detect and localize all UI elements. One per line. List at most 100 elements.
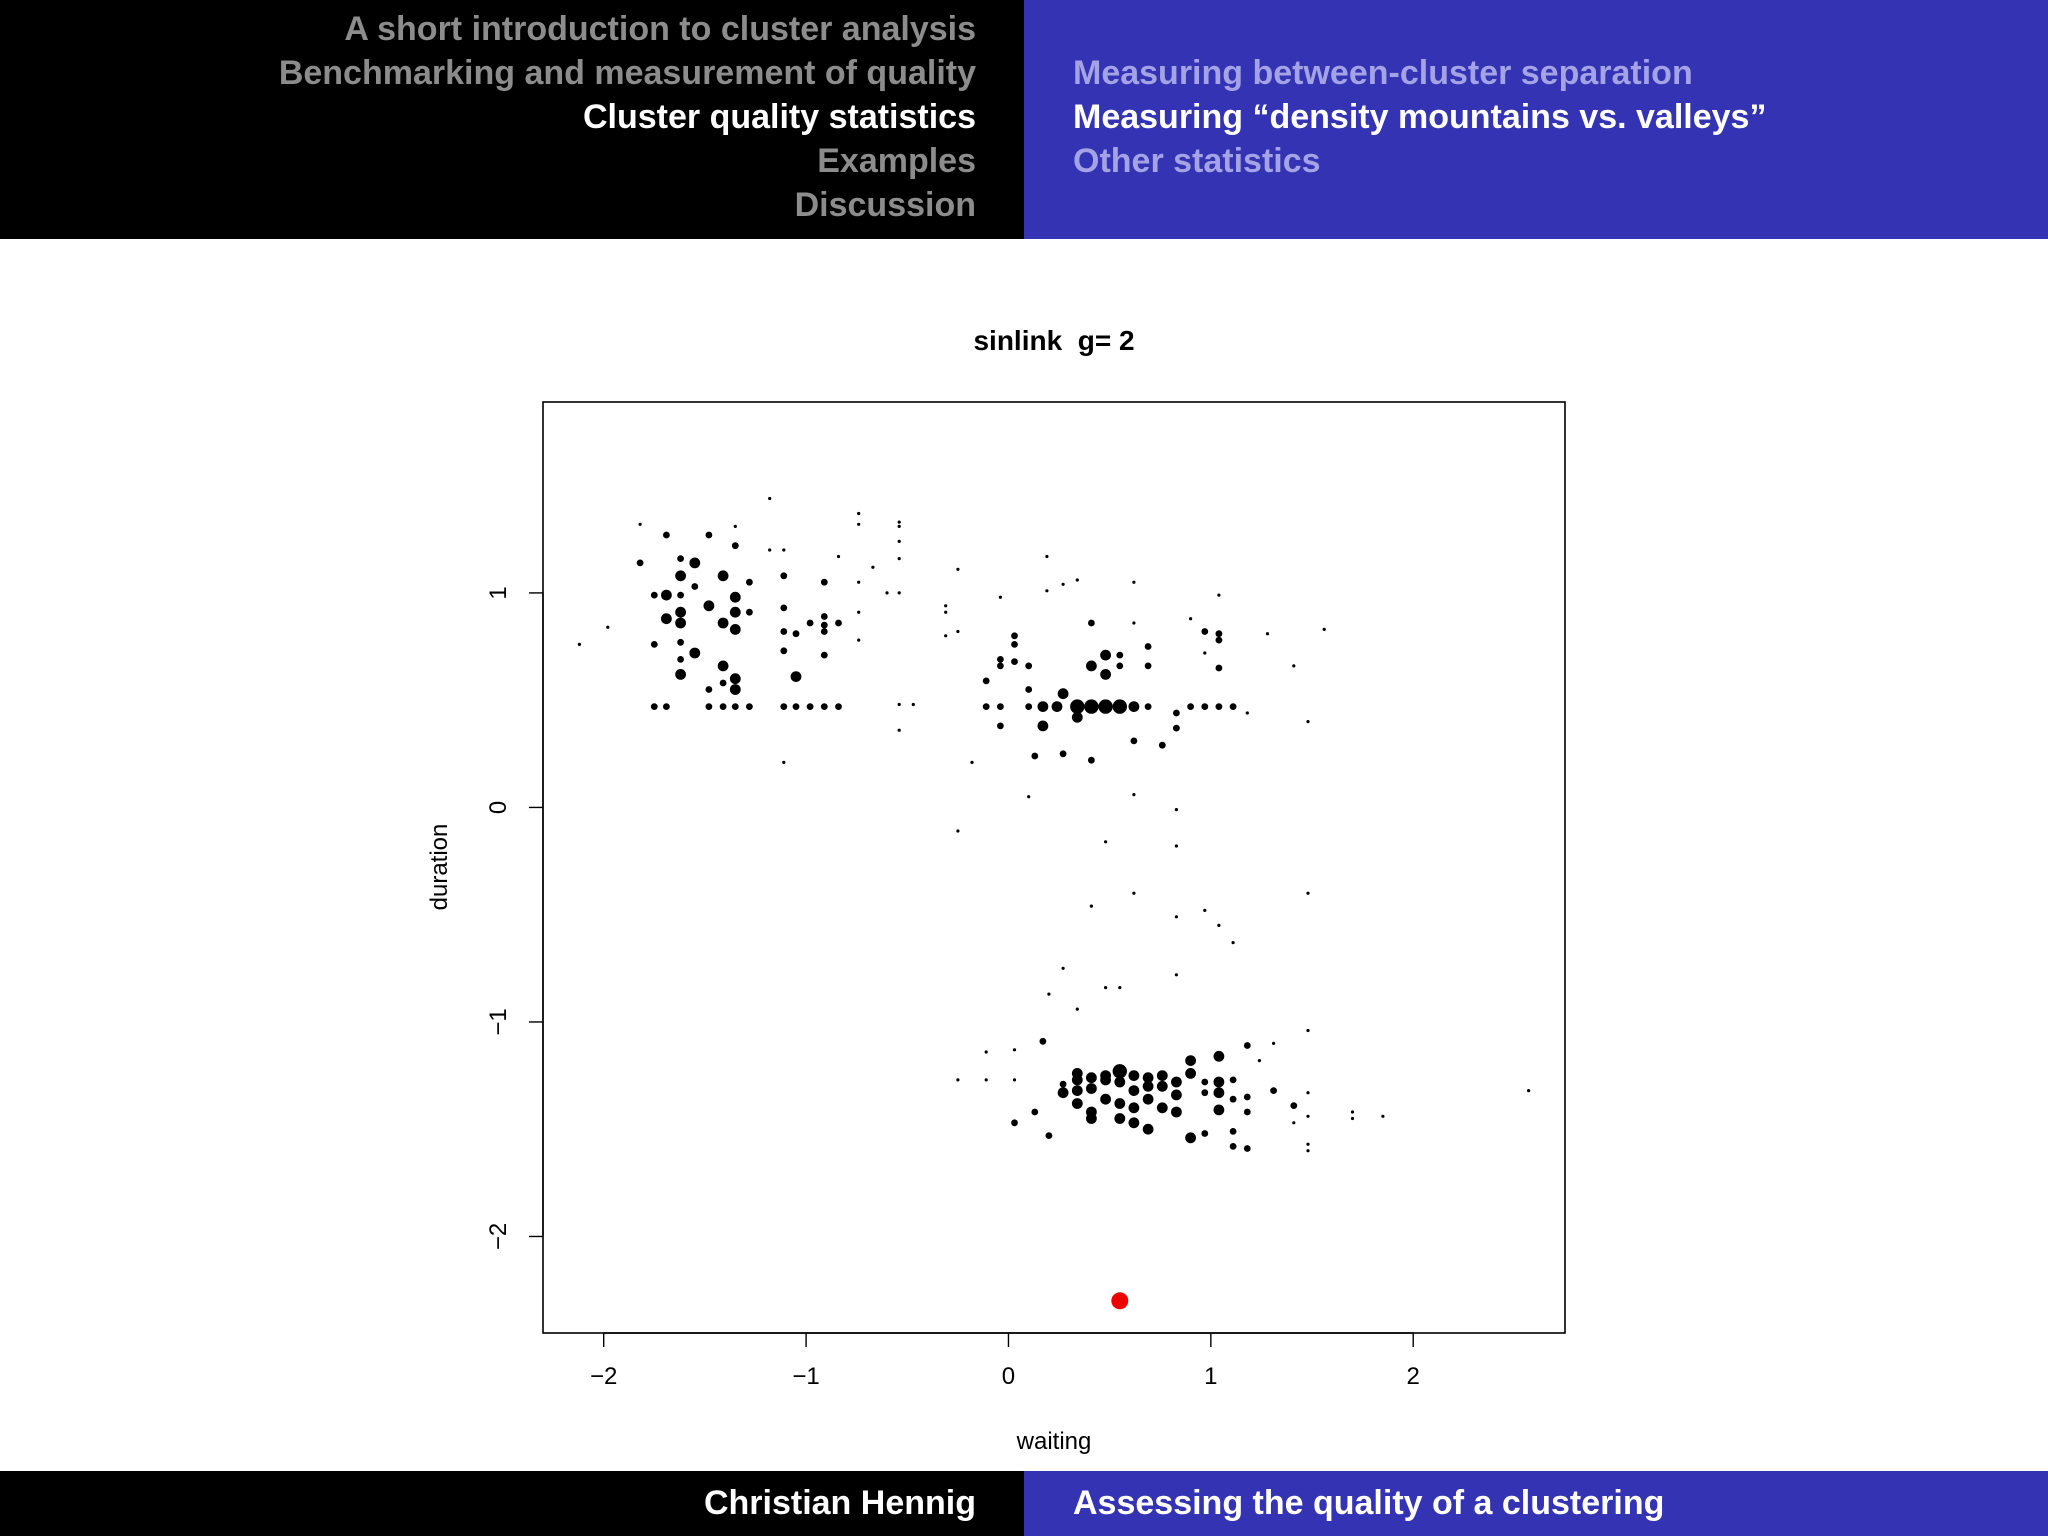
data-point bbox=[677, 656, 684, 663]
data-point bbox=[1189, 617, 1193, 621]
data-point bbox=[1059, 1080, 1067, 1088]
data-point bbox=[677, 555, 684, 562]
data-point bbox=[705, 686, 713, 693]
y-axis: −2 −1 0 1 bbox=[485, 586, 544, 1250]
data-point bbox=[1270, 1087, 1277, 1094]
data-point bbox=[1201, 1089, 1209, 1097]
data-point bbox=[650, 641, 658, 648]
data-point bbox=[1156, 1070, 1168, 1081]
data-point bbox=[1229, 1143, 1237, 1150]
data-point bbox=[1059, 750, 1067, 758]
data-point bbox=[1174, 808, 1178, 812]
data-point bbox=[806, 619, 814, 627]
data-point bbox=[1185, 1068, 1196, 1079]
section-item-3[interactable]: Cluster quality statistics bbox=[582, 98, 976, 136]
data-point bbox=[636, 559, 644, 567]
data-point bbox=[731, 703, 739, 710]
data-point bbox=[857, 522, 861, 526]
data-point bbox=[729, 684, 741, 695]
data-point bbox=[675, 606, 686, 618]
y-axis-label: duration bbox=[426, 824, 453, 911]
subsection-item-2[interactable]: Measuring “density mountains vs. valleys… bbox=[1073, 98, 1767, 136]
data-point bbox=[897, 557, 901, 561]
section-navigation: A short introduction to cluster analysis… bbox=[0, 0, 1024, 239]
x-axis-label: waiting bbox=[1016, 1428, 1092, 1455]
data-point bbox=[1292, 664, 1296, 668]
y-tick-label: 1 bbox=[485, 586, 512, 599]
data-point bbox=[1174, 973, 1178, 977]
data-point bbox=[835, 703, 842, 710]
data-point bbox=[820, 621, 828, 629]
section-item-1[interactable]: A short introduction to cluster analysis bbox=[344, 10, 976, 48]
data-point bbox=[1173, 709, 1180, 717]
data-point bbox=[1229, 1076, 1237, 1084]
data-point bbox=[780, 628, 788, 635]
highlight-point bbox=[1111, 1292, 1129, 1310]
data-point bbox=[691, 583, 699, 590]
data-point bbox=[733, 524, 737, 528]
data-point bbox=[1243, 1042, 1251, 1049]
data-point bbox=[1116, 651, 1124, 659]
section-item-4[interactable]: Examples bbox=[817, 142, 976, 180]
data-point bbox=[1100, 649, 1111, 661]
subsection-item-3[interactable]: Other statistics bbox=[1073, 142, 1321, 180]
data-point bbox=[1229, 1095, 1237, 1103]
data-point bbox=[1075, 1007, 1079, 1011]
data-point bbox=[1071, 711, 1083, 723]
data-point bbox=[1045, 554, 1049, 559]
data-point bbox=[1381, 1114, 1385, 1118]
data-point bbox=[677, 591, 684, 599]
data-point bbox=[1322, 627, 1326, 631]
data-point bbox=[1215, 630, 1223, 638]
data-point bbox=[997, 656, 1004, 663]
data-point bbox=[1075, 578, 1079, 582]
data-point bbox=[820, 703, 828, 710]
data-point bbox=[1128, 1085, 1140, 1096]
data-point bbox=[790, 671, 802, 682]
section-item-2[interactable]: Benchmarking and measurement of quality bbox=[278, 54, 976, 92]
data-point bbox=[1027, 795, 1031, 799]
data-point bbox=[577, 642, 582, 646]
data-point bbox=[1037, 701, 1049, 712]
data-point bbox=[1158, 741, 1166, 749]
data-point bbox=[1213, 1104, 1225, 1116]
data-point bbox=[1086, 1083, 1097, 1094]
data-point bbox=[1306, 1028, 1310, 1033]
data-point bbox=[1272, 1041, 1276, 1045]
data-point bbox=[1118, 986, 1122, 990]
data-point bbox=[1243, 1093, 1251, 1101]
data-point bbox=[1306, 720, 1310, 724]
data-point bbox=[746, 703, 753, 710]
data-point bbox=[1012, 1048, 1017, 1052]
data-point bbox=[717, 660, 729, 672]
data-point bbox=[650, 591, 658, 599]
footer-title: Assessing the quality of a clustering bbox=[1073, 1484, 1665, 1522]
data-point bbox=[897, 539, 901, 543]
data-point bbox=[1229, 1128, 1237, 1135]
data-point bbox=[729, 591, 741, 603]
plot-area bbox=[542, 401, 1566, 1334]
data-point bbox=[729, 673, 741, 685]
x-tick-label: 2 bbox=[1407, 1363, 1420, 1390]
data-point bbox=[1114, 1076, 1126, 1088]
chart-title: sinlink g= 2 bbox=[973, 325, 1134, 356]
data-point bbox=[1292, 1121, 1296, 1125]
data-point bbox=[661, 613, 672, 625]
section-item-5[interactable]: Discussion bbox=[794, 186, 976, 224]
data-point bbox=[1070, 699, 1085, 714]
data-point bbox=[719, 679, 727, 687]
data-point bbox=[1025, 703, 1033, 710]
data-point bbox=[768, 548, 772, 552]
data-point bbox=[1071, 1085, 1083, 1096]
data-point bbox=[1071, 1068, 1083, 1079]
data-point bbox=[956, 829, 960, 833]
data-point bbox=[1128, 1102, 1140, 1114]
data-point bbox=[731, 542, 739, 550]
data-point bbox=[1089, 904, 1093, 908]
data-point bbox=[1128, 1117, 1140, 1129]
data-point bbox=[1144, 662, 1152, 670]
data-point bbox=[705, 531, 713, 539]
data-point bbox=[997, 703, 1004, 710]
subsection-item-1[interactable]: Measuring between-cluster separation bbox=[1073, 54, 1693, 92]
data-point bbox=[782, 760, 786, 765]
